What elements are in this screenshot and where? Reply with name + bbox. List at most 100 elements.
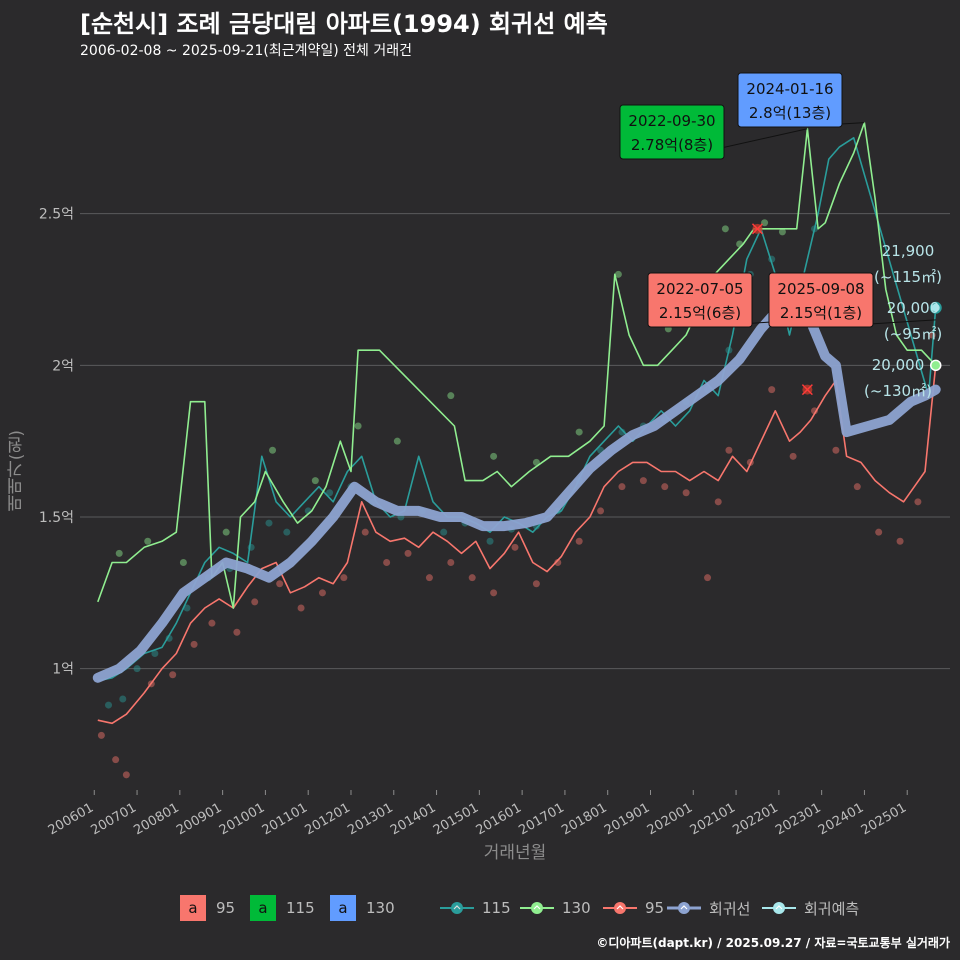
legend-item-130-label: a 130 — [330, 894, 395, 922]
scatter-point — [661, 483, 669, 491]
page-subtitle: 2006-02-08 ~ 2025-09-21(최근계약일) 전체 거래건 — [80, 43, 412, 59]
x-tick-label: 202401 — [816, 800, 866, 838]
series-lines — [92, 121, 941, 725]
x-tick-label: 201501 — [431, 800, 481, 838]
x-tick-label: 201801 — [559, 800, 609, 838]
x-tick-label: 202501 — [859, 800, 909, 838]
prediction-dot-130 — [929, 359, 942, 372]
scatter-point — [914, 498, 922, 506]
scatter-point — [269, 446, 277, 454]
annotation-box — [768, 272, 874, 328]
grid-lines — [80, 213, 950, 670]
y-tick-label: 2.5억 — [39, 207, 74, 223]
prediction-value: 20,000 — [872, 356, 925, 374]
scatter-point — [115, 549, 123, 557]
scatter-point — [169, 671, 177, 679]
scatter-point — [393, 437, 401, 445]
y-tick-label: 1.5억 — [39, 510, 74, 526]
scatter-point — [614, 270, 622, 278]
prediction-area: (~115㎡) — [874, 268, 942, 286]
legend-swatch: a — [180, 895, 206, 921]
scatter-point — [554, 559, 562, 566]
scatter-point — [618, 483, 626, 491]
prediction-dot-115 — [929, 301, 942, 314]
scatter-point — [283, 528, 291, 536]
x-tick-label: 202001 — [645, 800, 695, 838]
scatter-point — [97, 731, 105, 739]
legend-text: 회귀예측 — [804, 899, 860, 918]
scatter-point — [179, 559, 187, 566]
scatter-point — [105, 701, 113, 709]
scatter-point — [768, 386, 776, 394]
scatter-point — [208, 619, 216, 627]
scatter-point — [532, 458, 540, 466]
x-axis-label: 거래년월 — [483, 843, 547, 863]
scatter-point — [639, 477, 647, 485]
legend: a 95 a 115 a 130 115 130 95 회귀선 회귀예측 — [0, 894, 960, 922]
x-tick-label: 201301 — [345, 800, 395, 838]
annotation-date: 2022-09-30 — [628, 112, 715, 130]
scatter-point — [725, 446, 733, 454]
cross-marker-x — [801, 384, 813, 396]
scatter-point — [682, 489, 690, 497]
scatter-point — [183, 604, 191, 612]
annotation-date: 2025-09-08 — [777, 280, 864, 298]
scatter-point — [618, 428, 626, 436]
scatter-point — [133, 665, 141, 673]
scatter-point — [354, 422, 362, 430]
series-line-130 — [97, 121, 937, 609]
series-line-95 — [97, 365, 937, 725]
legend-line-key — [667, 902, 701, 914]
x-tick-label: 202101 — [688, 800, 738, 838]
x-tick-label: 201701 — [516, 800, 566, 838]
scatter-point — [736, 240, 744, 248]
legend-line-key — [762, 902, 796, 914]
scatter-point — [404, 549, 412, 557]
scatter-point — [326, 489, 334, 497]
annotation-box — [737, 72, 843, 128]
legend-line-key — [603, 902, 637, 914]
scatter-point — [425, 574, 433, 582]
scatter-point — [597, 507, 605, 515]
legend-text: 회귀선 — [709, 899, 751, 918]
legend-text: 130 — [366, 899, 395, 917]
scatter-point — [511, 543, 519, 551]
scatter-point — [233, 628, 241, 636]
x-tick-label: 201001 — [217, 800, 267, 838]
scatter-point — [297, 604, 305, 612]
annotation-value: 2.78억(8층) — [631, 136, 713, 154]
scatter-point — [276, 580, 284, 588]
scatter-point — [318, 589, 326, 597]
scatter-point — [761, 219, 769, 227]
scatter-point — [311, 477, 319, 485]
scatter-point — [853, 483, 861, 491]
x-tick-label: 200901 — [174, 800, 224, 838]
annotation-date: 2024-01-16 — [746, 80, 833, 98]
scatter-point — [383, 559, 391, 566]
scatter-point — [490, 589, 498, 597]
x-tick-label: 201601 — [474, 800, 524, 838]
prediction-value: 20,000 — [887, 299, 940, 317]
scatter-point — [532, 580, 540, 588]
scatter-point — [165, 634, 173, 642]
legend-item-95-line: 95 — [603, 894, 664, 922]
scatter-point — [704, 574, 712, 582]
trend-line — [92, 299, 941, 683]
legend-swatch: a — [330, 895, 356, 921]
scatter-point — [122, 771, 130, 779]
legend-text: 95 — [216, 899, 236, 917]
annotation-value: 2.15억(1층) — [780, 304, 862, 322]
scatter-point — [361, 528, 369, 536]
scatter-point — [151, 650, 159, 657]
page-title: [순천시] 조례 금당대림 아파트(1994) 회귀선 예측 — [80, 10, 608, 38]
scatter-point — [486, 537, 494, 545]
y-tick-label: 2억 — [52, 358, 74, 374]
legend-line-key — [520, 902, 554, 914]
scatter-point — [144, 537, 152, 545]
footer-credit: ©디아파트(dapt.kr) / 2025.09.27 / 자료=국토교통부 실… — [596, 936, 950, 950]
scatter-point — [490, 452, 498, 460]
x-tick-label: 200601 — [46, 800, 96, 838]
legend-item-115-label: a 115 — [250, 894, 315, 922]
annotations: 2024-01-16 2.8억(13층) 2022-09-30 2.78억(8층) 20… — [619, 72, 936, 328]
legend-text: 130 — [562, 899, 591, 917]
